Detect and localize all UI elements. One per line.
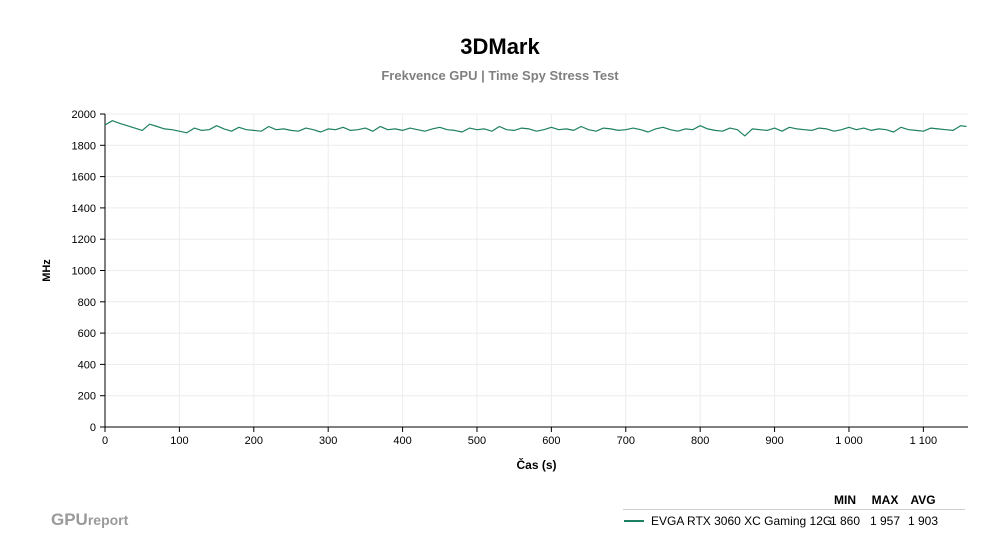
legend-line-swatch	[624, 520, 644, 522]
legend-header-row: MIN MAX AVG	[623, 491, 965, 510]
legend-row: EVGA RTX 3060 XC Gaming 12G 1 860 1 957 …	[623, 510, 965, 530]
y-axis-label: MHz	[41, 259, 53, 282]
x-tick-label: 400	[393, 435, 411, 447]
y-tick-label: 200	[78, 391, 96, 403]
y-tick-label: 0	[90, 422, 96, 434]
x-tick-label: 700	[617, 435, 635, 447]
y-tick-label: 1800	[72, 140, 96, 152]
x-tick-label: 100	[170, 435, 188, 447]
brand-sub: report	[87, 512, 129, 528]
legend-avg-value: 1 903	[907, 514, 939, 528]
y-tick-label: 600	[78, 328, 96, 340]
x-tick-label: 1 000	[835, 435, 863, 447]
x-tick-label: 1 100	[910, 435, 938, 447]
legend-header-max: MAX	[871, 493, 899, 507]
brand-main: GPU	[51, 510, 88, 529]
y-tick-label: 1000	[72, 266, 96, 278]
legend-min-value: 1 860	[829, 514, 861, 528]
y-tick-label: 1200	[72, 234, 96, 246]
x-tick-label: 500	[468, 435, 486, 447]
y-tick-label: 1600	[72, 172, 96, 184]
legend-max-value: 1 957	[869, 514, 901, 528]
x-axis-label: Čas (s)	[516, 457, 556, 472]
x-tick-label: 300	[319, 435, 337, 447]
y-tick-label: 400	[78, 359, 96, 371]
legend-table: MIN MAX AVG EVGA RTX 3060 XC Gaming 12G …	[623, 491, 965, 530]
x-tick-label: 600	[542, 435, 560, 447]
gpureport-logo: GPUreport	[51, 510, 128, 530]
series-line	[104, 120, 967, 137]
legend-header-avg: AVG	[910, 493, 936, 507]
y-tick-label: 800	[78, 297, 96, 309]
chart-subtitle: Frekvence GPU | Time Spy Stress Test	[381, 68, 619, 83]
y-tick-label: 2000	[72, 109, 96, 121]
y-tick-label: 1400	[72, 203, 96, 215]
x-tick-label: 800	[691, 435, 709, 447]
x-tick-label: 0	[102, 435, 108, 447]
legend-series-name: EVGA RTX 3060 XC Gaming 12G	[651, 514, 833, 528]
legend-header-min: MIN	[834, 493, 856, 507]
chart-title: 3DMark	[460, 34, 540, 59]
x-tick-label: 200	[245, 435, 263, 447]
x-tick-label: 900	[765, 435, 783, 447]
